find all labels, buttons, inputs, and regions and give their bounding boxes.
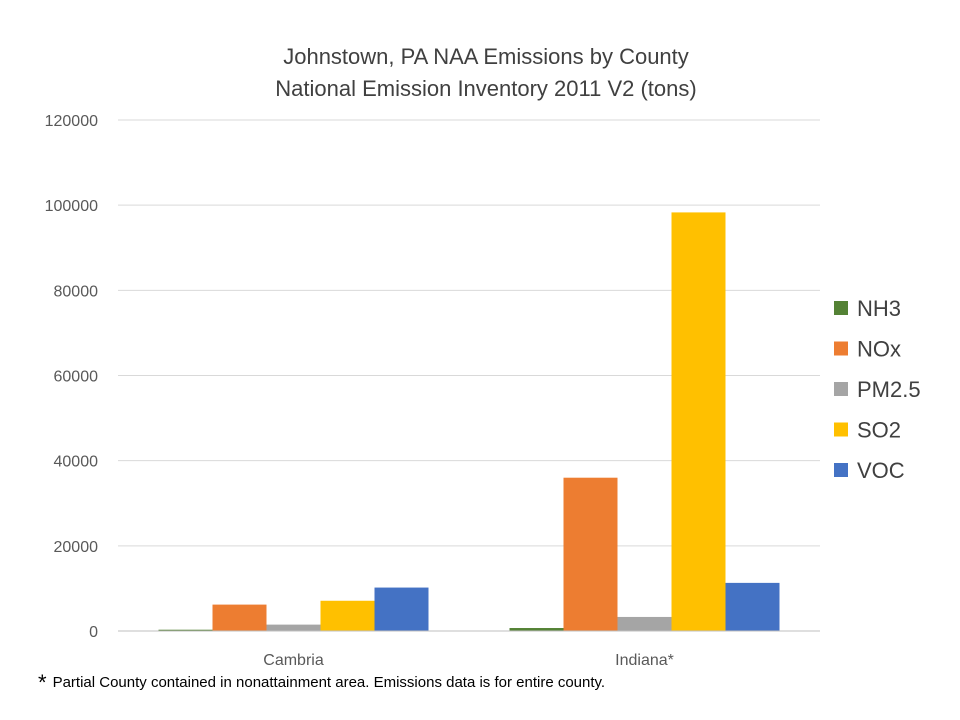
legend-label: PM2.5 [857, 377, 921, 402]
legend-swatch [834, 463, 848, 477]
legend-swatch [834, 301, 848, 315]
x-category-label: Cambria [263, 652, 324, 669]
legend-swatch [834, 422, 848, 437]
bar-pm25-0 [266, 624, 321, 631]
y-tick-label: 120000 [45, 113, 98, 130]
bar-voc-1 [725, 582, 780, 631]
legend-label: SO2 [857, 418, 901, 443]
bar-so2-0 [320, 600, 375, 631]
bar-voc-0 [374, 587, 429, 631]
legend-swatch [834, 382, 848, 396]
y-tick-label: 40000 [54, 454, 99, 471]
legend-label: NOx [857, 337, 901, 362]
x-axis-categories: Cambria Indiana* [263, 652, 674, 669]
footnote-text: Partial County contained in nonattainmen… [52, 674, 606, 691]
chart-title-line-1: Johnstown, PA NAA Emissions by County [283, 44, 689, 69]
chart-title: Johnstown, PA NAA Emissions by County Nat… [275, 44, 696, 101]
bar-nh3-0 [158, 629, 213, 631]
y-tick-label: 0 [89, 624, 98, 641]
y-tick-label: 80000 [54, 283, 99, 300]
legend-swatch [834, 341, 848, 356]
legend: NH3 NOx PM2.5 SO2 VOC [834, 296, 921, 483]
legend-label: VOC [857, 458, 905, 483]
bar-nh3-1 [509, 628, 564, 631]
bar-so2-1 [671, 212, 726, 632]
bar-pm25-1 [617, 616, 672, 631]
y-tick-label: 20000 [54, 539, 99, 556]
legend-label: NH3 [857, 296, 901, 321]
footnote-star: * [38, 670, 47, 695]
bars [158, 212, 780, 632]
bar-nox-0 [212, 604, 267, 631]
x-category-label: Indiana* [615, 652, 674, 669]
y-axis-ticks: 0 20000 40000 60000 80000 100000 120000 [45, 113, 98, 641]
bar-nox-1 [563, 477, 618, 631]
chart-title-line-2: National Emission Inventory 2011 V2 (ton… [275, 76, 696, 101]
footnote: * Partial County contained in nonattainme… [38, 670, 605, 696]
y-tick-label: 60000 [54, 369, 99, 386]
y-tick-label: 100000 [45, 198, 98, 215]
